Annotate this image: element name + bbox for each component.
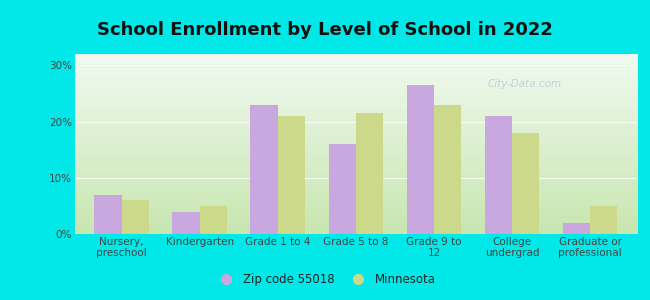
Legend: Zip code 55018, Minnesota: Zip code 55018, Minnesota [210, 269, 440, 291]
Bar [122, 200, 149, 234]
Bar [278, 116, 305, 234]
Bar [328, 144, 356, 234]
Bar [250, 105, 278, 234]
Bar [407, 85, 434, 234]
Bar [512, 133, 540, 234]
Bar [94, 195, 122, 234]
Text: School Enrollment by Level of School in 2022: School Enrollment by Level of School in … [97, 21, 553, 39]
Bar [356, 113, 384, 234]
Bar [563, 223, 590, 234]
Bar [200, 206, 227, 234]
Bar [434, 105, 462, 234]
Bar [485, 116, 512, 234]
Bar [590, 206, 618, 234]
Bar [172, 212, 200, 234]
Text: City-Data.com: City-Data.com [488, 79, 562, 89]
